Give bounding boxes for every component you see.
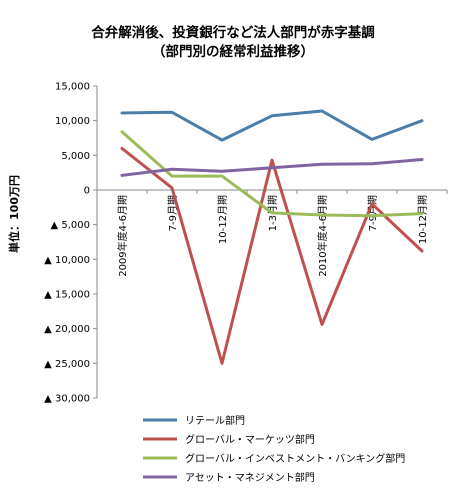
series-line-4 [120,158,424,177]
y-tick-label: 10,000 [55,116,90,127]
x-tick-label: 7-9月期 [367,195,379,231]
series-lines [120,109,424,365]
x-tick-label: 7-9月期 [167,195,179,231]
x-tick-label: 2010年度4-6月期 [316,195,329,277]
x-tick-label: 2009年度4-6月期 [116,195,129,277]
y-tick-label: 0 [84,186,90,197]
legend: リテール部門グローバル・マーケッツ部門グローバル・インベストメント・バンキング部… [143,414,405,484]
legend-label: グローバル・マーケッツ部門 [185,433,315,446]
y-tick-label: ▲ 25,000 [44,359,90,370]
legend-label: リテール部門 [185,414,245,427]
x-tick-label: 10-12月期 [217,195,229,244]
y-ticks: 15,000 10,000 5,000 0 ▲ 5,000 ▲ 10,000 ▲ 15,00… [44,82,97,405]
y-tick-label: ▲ 10,000 [44,255,90,266]
y-tick-label: ▲ 15,000 [44,290,90,301]
x-ticks: 2009年度4-6月期 7-9月期 10-12月期 1-3月期 2010年度4-6月期 7… [96,190,448,277]
y-tick-label: ▲ 30,000 [44,394,90,405]
y-tick-label: 15,000 [55,82,90,93]
series-line-1 [120,109,424,142]
y-tick-label: ▲ 20,000 [44,324,90,335]
x-tick-label: 10-12月期 [417,195,429,244]
chart-title: 合弁解消後、投資銀行など法人部門が赤字基調 [91,24,375,41]
legend-label: グローバル・インベストメント・バンキング部門 [185,452,405,465]
y-tick-label: 5,000 [61,151,90,162]
axes [96,86,447,398]
series-line-3 [120,130,424,218]
y-axis-label: 単位：100万円 [7,175,21,253]
chart-subtitle: （部門別の経常利益推移） [152,43,314,60]
y-tick-label: ▲ 5,000 [51,220,91,231]
legend-label: アセット・マネジメント部門 [185,471,315,484]
series-line-2 [120,146,424,365]
